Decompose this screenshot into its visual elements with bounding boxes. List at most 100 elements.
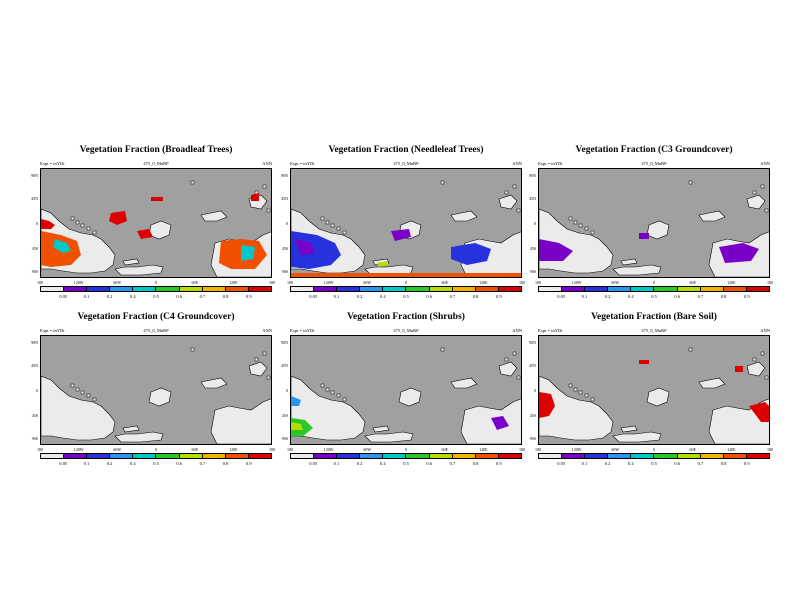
lon-tick-label: 180: [535, 280, 541, 285]
colorbar-label: 0.2: [106, 294, 113, 299]
colorbar-label: 0.6: [674, 294, 680, 299]
lon-tick-label: 60E: [689, 280, 696, 285]
colorbar-swatch: [41, 454, 65, 458]
colorbar: [538, 286, 770, 292]
colorbar-label: 0.4: [379, 461, 386, 466]
colorbar-swatch: [608, 287, 632, 291]
colorbar-swatch: [498, 454, 521, 458]
island: [516, 208, 521, 213]
island: [262, 184, 267, 189]
colorbar-label: 0.8: [720, 461, 727, 466]
island: [266, 208, 271, 213]
lat-tick-label: 45N: [31, 196, 38, 201]
colorbar-swatch: [291, 454, 315, 458]
colorbar-swatch: [41, 287, 65, 291]
colorbar-swatch: [360, 287, 384, 291]
island: [320, 216, 325, 221]
vegetation-fraction-field: [41, 219, 55, 229]
map-panel: Vegetation Fraction (C4 Groundcover) Expt…: [31, 312, 275, 482]
vegetation-fraction-field: [539, 239, 573, 261]
colorbar-label: 0.2: [356, 461, 363, 466]
colorbar-label: 0.1: [581, 294, 588, 299]
lon-tick-label: 0: [653, 447, 655, 452]
lon-tick-label: 120W: [73, 447, 84, 452]
island: [70, 216, 75, 221]
lon-tick-label: 60E: [191, 280, 198, 285]
island: [75, 220, 80, 225]
colorbar-swatch: [383, 287, 407, 291]
island: [590, 230, 595, 235]
island: [504, 190, 509, 195]
colorbar-swatch: [110, 454, 134, 458]
experiment-label: Expt = tnYDr: [40, 161, 65, 166]
lon-tick-label: 180: [269, 447, 275, 452]
colorbar-swatch: [383, 454, 407, 458]
land-mass: [460, 398, 521, 444]
colorbar-label: 0.9: [245, 461, 252, 466]
lon-tick-label: 60W: [113, 280, 122, 285]
colorbar-label: 0.7: [449, 294, 456, 299]
colorbar-swatch: [562, 454, 586, 458]
lon-tick-label: 0: [155, 447, 157, 452]
colorbar-label: 0.05: [557, 294, 566, 299]
colorbar-label: 0.1: [581, 461, 588, 466]
colorbar-label: 0.05: [557, 461, 566, 466]
lat-tick-label: 90N: [529, 173, 536, 178]
period-label: ANN: [512, 161, 522, 166]
island: [266, 375, 271, 380]
colorbar-swatch: [248, 454, 271, 458]
colorbar-swatch: [631, 454, 655, 458]
colorbar-swatch: [156, 454, 180, 458]
land-mass: [746, 361, 766, 377]
island: [320, 383, 325, 388]
vegetation-fraction-field: [491, 416, 509, 430]
land-mass: [612, 431, 662, 443]
colorbar-label: 0.9: [743, 461, 750, 466]
colorbar-swatch: [337, 287, 361, 291]
colorbar: [290, 453, 522, 459]
map-plot: [40, 168, 272, 278]
land-mass: [450, 210, 478, 222]
colorbar-label: 0.6: [176, 294, 182, 299]
vegetation-fraction-field: [719, 243, 759, 263]
land-mass: [746, 194, 766, 210]
colorbar-label: 0.05: [59, 294, 68, 299]
land-mass: [200, 377, 228, 389]
island: [75, 387, 80, 392]
land-mass: [200, 210, 228, 222]
colorbar: [538, 453, 770, 459]
colorbar-label: 0.05: [309, 294, 318, 299]
island: [342, 397, 347, 402]
colorbar-label: 0.7: [449, 461, 456, 466]
island: [86, 226, 91, 231]
vegetation-fraction-field: [539, 392, 555, 418]
run-label: 475_0_MnRP: [143, 161, 169, 166]
island: [568, 216, 573, 221]
lon-tick-label: 180: [287, 447, 293, 452]
colorbar-swatch: [133, 287, 157, 291]
lat-tick-label: 90S: [31, 436, 38, 441]
island: [190, 347, 195, 352]
lon-tick-label: 180: [767, 280, 773, 285]
vegetation-fraction-field: [377, 261, 389, 267]
colorbar-swatch: [631, 287, 655, 291]
lat-tick-label: 90N: [31, 340, 38, 345]
vegetation-fraction-field: [291, 396, 301, 406]
panel-title: Vegetation Fraction (Needleleaf Trees): [328, 145, 484, 155]
colorbar-label: 0.8: [720, 294, 727, 299]
colorbar-label: 0.4: [627, 294, 634, 299]
land-mass: [248, 361, 268, 377]
island: [512, 184, 517, 189]
colorbar-swatch: [475, 287, 499, 291]
colorbar-label: 0.7: [199, 294, 206, 299]
panel-title: Vegetation Fraction (C4 Groundcover): [77, 312, 235, 322]
run-label: 475_0_MnRP: [393, 328, 419, 333]
land-mass: [364, 431, 414, 443]
colorbar-swatch: [156, 287, 180, 291]
colorbar-label: 0.5: [153, 294, 159, 299]
colorbar-label: 0.05: [309, 461, 318, 466]
lon-tick-label: 60E: [441, 280, 448, 285]
vegetation-fraction-field: [639, 360, 649, 364]
lon-tick-label: 120W: [571, 280, 582, 285]
land-mass: [372, 425, 390, 433]
